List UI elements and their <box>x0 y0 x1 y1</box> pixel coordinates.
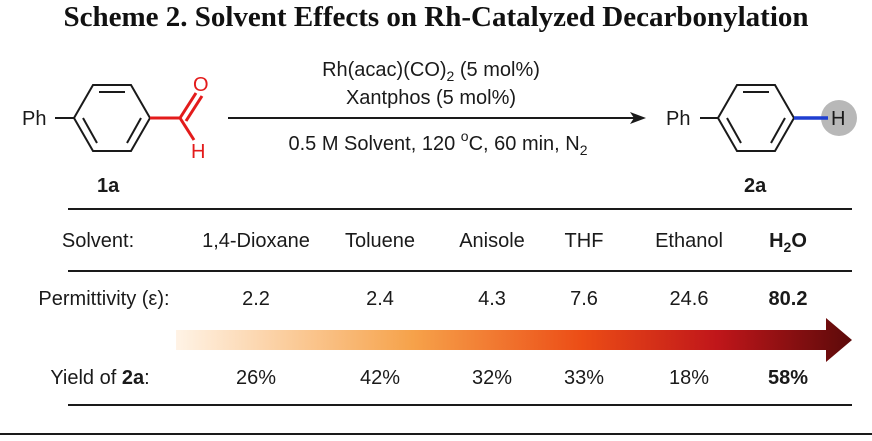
table-mid-rule <box>68 270 852 272</box>
product-hydrogen-label: H <box>831 108 845 130</box>
solvent-row: Solvent: 1,4-Dioxane Toluene Anisole THF… <box>0 226 872 256</box>
yield-cell: 18% <box>668 367 710 389</box>
product-ph-label: Ph <box>666 108 690 130</box>
condition-solvent-temp: 0.5 M Solvent, 120 oC, 60 min, N2 <box>288 128 587 158</box>
solvent-cell: Toluene <box>344 230 416 252</box>
permittivity-cell: 4.3 <box>478 288 506 310</box>
solvent-cell: Ethanol <box>655 230 723 252</box>
product-label: 2a <box>744 175 767 197</box>
figure-bottom-rule <box>0 433 872 435</box>
reaction-scheme: Ph O H 1a Rh(acac)(CO)2 (5 mol%) Xantpho… <box>22 59 857 197</box>
reactant-label: 1a <box>97 175 120 197</box>
solvent-cell: THF <box>564 230 604 252</box>
yield-cell: 32% <box>471 367 513 389</box>
condition-ligand: Xantphos (5 mol%) <box>346 87 516 109</box>
solvent-cell: 1,4-Dioxane <box>202 230 310 252</box>
permittivity-row-label: Permittivity (ε): <box>38 288 170 310</box>
permittivity-cell: 7.6 <box>570 288 598 310</box>
yield-cell: 26% <box>235 367 277 389</box>
product-h-highlight-circle <box>821 100 857 136</box>
permittivity-cell: 2.4 <box>366 288 394 310</box>
aldehyde-group <box>150 92 204 141</box>
yield-cell: 42% <box>359 367 401 389</box>
yield-cell: 33% <box>563 367 605 389</box>
permittivity-row: Permittivity (ε): 2.2 2.4 4.3 7.6 24.6 8… <box>0 284 872 314</box>
yield-cell-water: 58% <box>767 367 809 389</box>
scheme-title: Scheme 2. Solvent Effects on Rh-Catalyze… <box>63 1 809 33</box>
yield-row-label: Yield of 2a: <box>50 367 150 389</box>
permittivity-cell: 2.2 <box>242 288 270 310</box>
permittivity-cell: 24.6 <box>669 288 709 310</box>
table-bottom-rule <box>68 404 852 406</box>
solvent-cell: Anisole <box>459 230 525 252</box>
reaction-arrow-head <box>630 112 646 124</box>
table-top-rule <box>68 208 852 210</box>
reactant-ph-label: Ph <box>22 108 46 130</box>
permittivity-gradient-arrow <box>176 318 852 362</box>
aldehyde-hydrogen-label: H <box>191 141 205 163</box>
yield-row: Yield of 2a: 26% 42% 32% 33% 18% 58% <box>0 363 872 393</box>
solvent-row-label: Solvent: <box>61 230 135 252</box>
solvent-cell-water: H2O <box>769 230 807 255</box>
condition-catalyst: Rh(acac)(CO)2 (5 mol%) <box>322 59 540 84</box>
aldehyde-oxygen-label: O <box>193 74 209 96</box>
reactant-benzene-ring <box>72 84 152 152</box>
product-benzene-ring <box>716 84 796 152</box>
permittivity-cell-water: 80.2 <box>768 288 808 310</box>
